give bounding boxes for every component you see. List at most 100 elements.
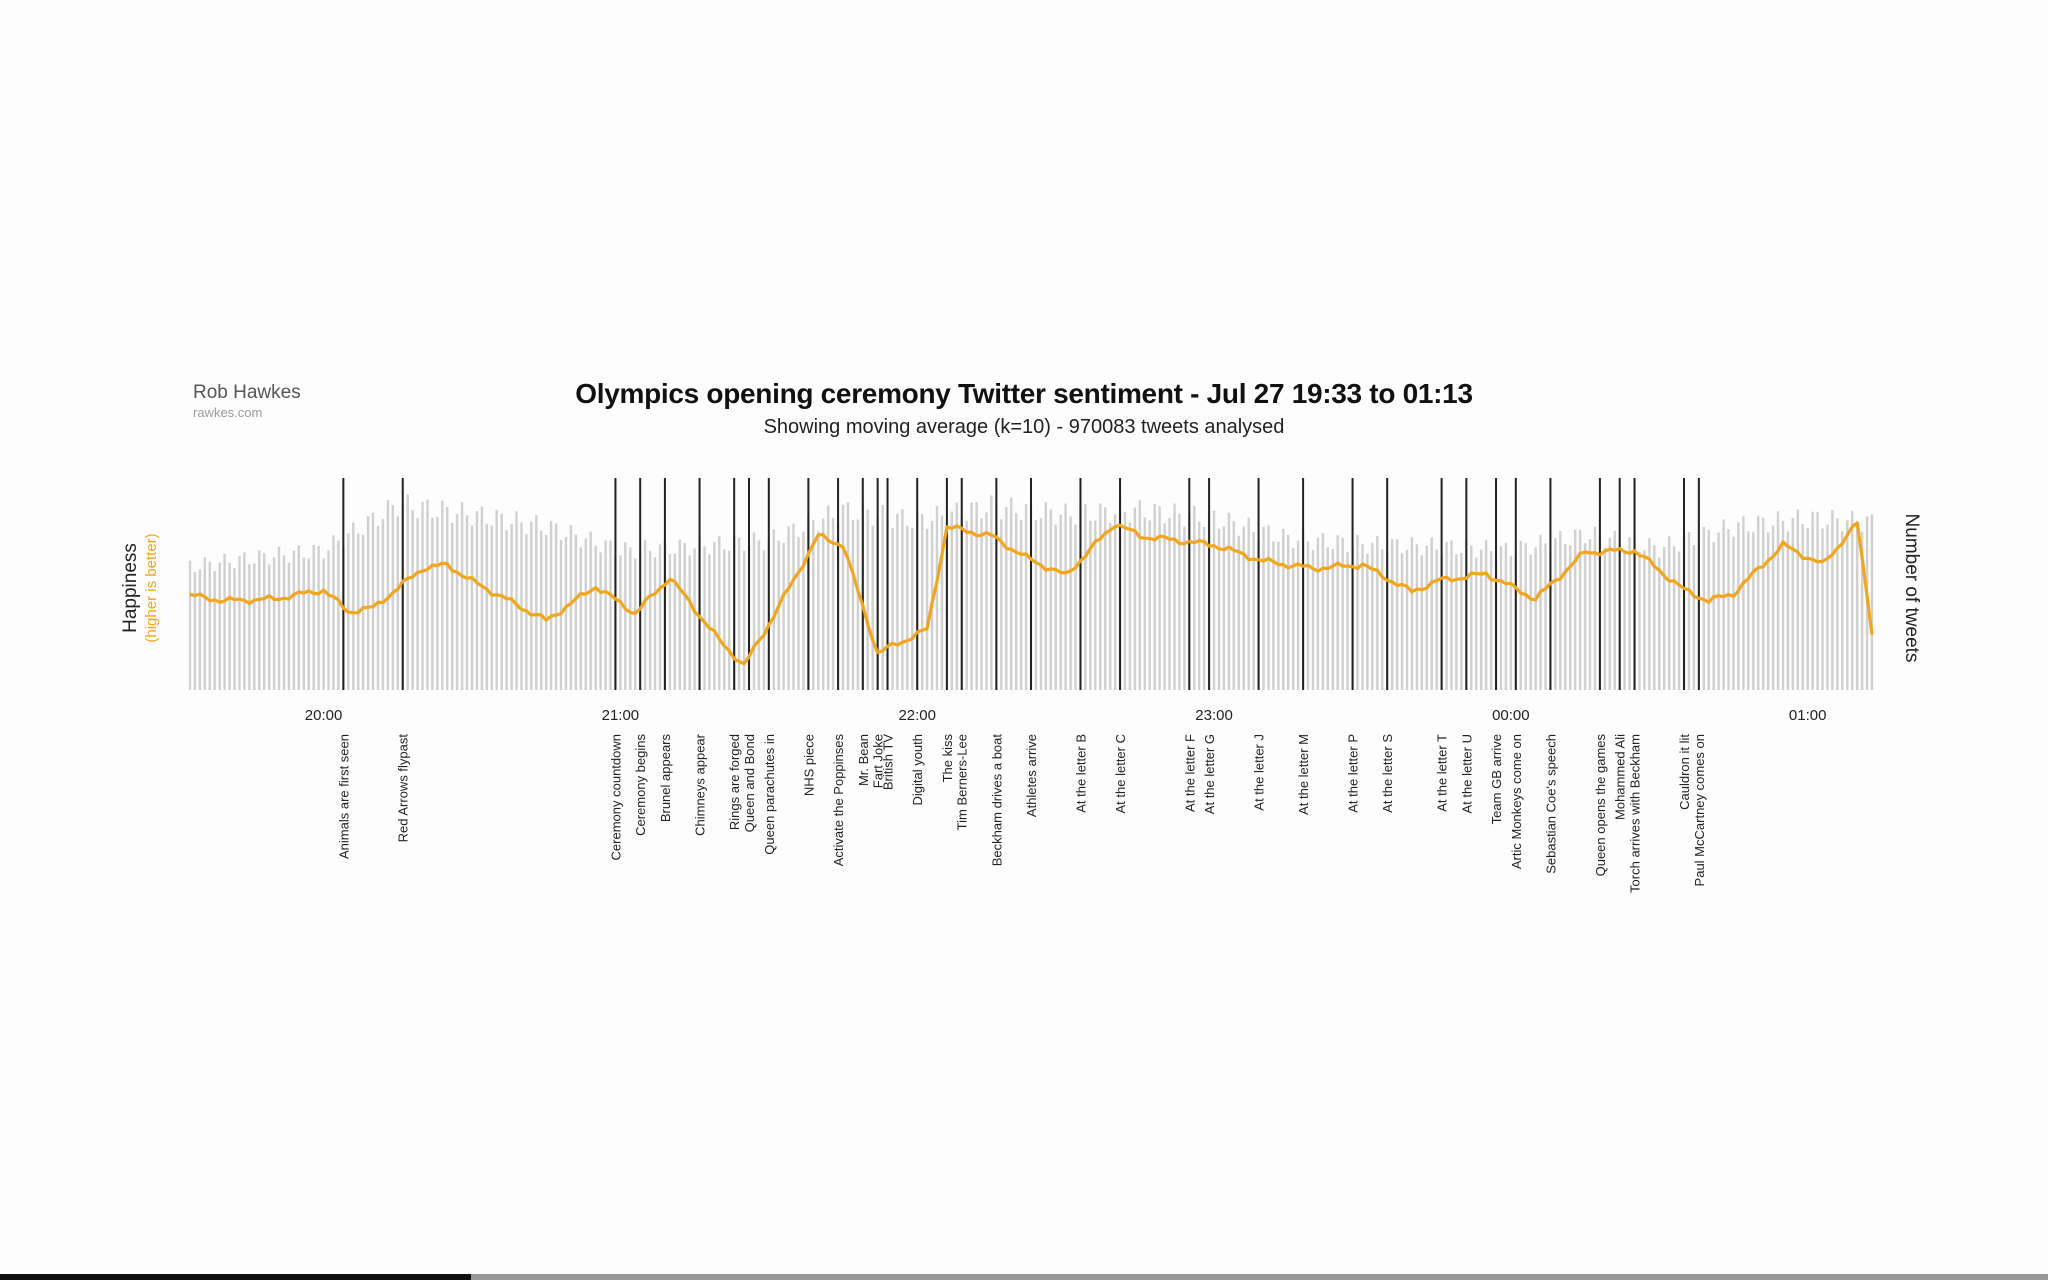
tweet-count-bar <box>1138 500 1141 690</box>
tweet-count-bar <box>1376 536 1379 690</box>
tweet-count-bar <box>490 525 493 690</box>
tweet-count-bar <box>1000 519 1003 690</box>
tweet-count-bar <box>1173 503 1176 690</box>
tweet-count-bar <box>1519 541 1522 690</box>
tweet-count-bar <box>1202 527 1206 690</box>
event-label: Mohammed Ali <box>1613 734 1628 820</box>
tweet-count-bar <box>940 515 944 690</box>
tweet-count-bar <box>460 502 464 690</box>
tweet-count-bar <box>742 550 746 690</box>
tweet-count-bar <box>1504 542 1508 690</box>
tweet-count-bar <box>1178 513 1181 690</box>
tweet-count-bar <box>1826 524 1829 690</box>
event-label: Activate the Poppinses <box>831 734 846 867</box>
tweet-count-bar <box>1311 549 1315 690</box>
tweet-count-bar <box>238 556 241 690</box>
event-label: At the letter S <box>1380 734 1395 813</box>
tweet-count-bar <box>1811 511 1814 690</box>
tweet-count-bar <box>1024 503 1028 690</box>
tweet-count-bar <box>213 571 216 690</box>
tweet-count-bar <box>1019 520 1023 690</box>
tweet-count-bar <box>1113 514 1117 690</box>
tweet-count-bar <box>520 522 523 690</box>
event-label: Fart Joke <box>871 734 886 788</box>
event-label: British TV <box>881 734 896 790</box>
tweet-count-bar <box>282 555 286 690</box>
x-axis-ticks: 20:00 21:00 22:00 23:00 00:00 01:00 <box>305 707 1827 724</box>
tweet-count-bar <box>1217 528 1221 690</box>
event-label: Queen parachutes in <box>762 734 777 855</box>
tweet-count-bar <box>549 521 553 690</box>
tweet-count-bar <box>1143 517 1146 690</box>
tweet-count-bar <box>411 510 414 690</box>
tweet-count-bar <box>975 502 978 690</box>
event-label: At the letter G <box>1202 734 1217 814</box>
tweet-count-bar <box>1163 523 1166 690</box>
tweet-count-bar <box>1148 520 1151 690</box>
video-progress-bar[interactable] <box>0 1274 2048 1280</box>
tweet-count-bar <box>1390 539 1394 690</box>
tweet-count-bar <box>1242 526 1245 690</box>
chart-title: Olympics opening ceremony Twitter sentim… <box>575 378 1473 409</box>
tweet-count-bar <box>777 540 780 690</box>
tweet-count-bar <box>1099 503 1102 690</box>
tweet-count-bar <box>1183 526 1186 690</box>
tweet-count-bar <box>589 531 592 690</box>
tweet-count-bar <box>891 528 894 690</box>
tweet-count-bar <box>1509 556 1513 690</box>
tweet-count-bar <box>634 558 637 690</box>
tweet-count-bar <box>822 518 825 690</box>
tweet-count-bar <box>1583 543 1587 690</box>
tweet-count-bar <box>317 546 320 690</box>
tweet-count-bar <box>1005 507 1008 690</box>
tweet-count-bar <box>1687 532 1691 690</box>
tweet-count-bar <box>1198 521 1201 690</box>
tweet-count-bar <box>361 534 365 690</box>
tweet-count-bar <box>1405 549 1409 690</box>
tweet-count-bar <box>535 515 538 690</box>
tweet-count-bar <box>1648 538 1651 690</box>
tweet-count-bar <box>693 548 696 690</box>
tweet-count-bar <box>1049 509 1052 690</box>
tweet-count-bar <box>1771 525 1775 690</box>
author-credit: Rob Hawkes rawkes.com <box>193 382 301 420</box>
tweet-count-bar <box>569 525 573 690</box>
tweet-count-bar <box>1455 554 1458 690</box>
tweet-count-bar <box>1722 519 1725 690</box>
tweet-count-bar <box>1054 524 1057 690</box>
y-axis-label-right: Number of tweets <box>1901 514 1922 663</box>
tweet-count-bar <box>485 523 488 690</box>
tweet-count-bar <box>1267 525 1270 690</box>
tweet-count-bar <box>1529 554 1532 690</box>
tweet-count-bar <box>1296 540 1300 690</box>
tweet-count-bar <box>1757 515 1760 690</box>
tweet-count-bar <box>1742 516 1745 690</box>
tweet-count-bar <box>1717 532 1720 690</box>
tweet-count-bar <box>817 531 820 690</box>
video-progress-fill <box>0 1274 472 1280</box>
event-label: Team GB arrive <box>1489 734 1504 824</box>
tweet-count-bar <box>1341 538 1344 690</box>
event-label: At the letter U <box>1459 734 1474 813</box>
tweet-count-bar <box>1831 509 1834 690</box>
tweet-count-bar <box>302 557 305 690</box>
tweet-count-bar <box>1480 549 1483 690</box>
tweet-count-bar <box>1663 547 1666 690</box>
tweet-count-bar <box>866 509 869 690</box>
tweet-count-bar <box>1539 534 1542 690</box>
tweet-count-bar <box>1712 542 1715 690</box>
tweet-count-bar <box>1272 541 1275 690</box>
tweet-count-bar <box>1232 521 1235 690</box>
tweet-count-bar <box>1435 549 1438 690</box>
tweet-count-bar <box>421 501 424 690</box>
tweet-count-bar <box>609 540 612 690</box>
tweet-count-bar <box>292 550 296 690</box>
tweet-count-bar <box>1752 532 1755 690</box>
tweet-count-bar <box>243 552 246 690</box>
tweet-count-bar <box>426 499 429 690</box>
tweet-count-bar <box>1104 507 1107 690</box>
tweet-count-bar <box>416 518 419 690</box>
tweet-count-bar <box>1410 537 1414 690</box>
event-label: At the letter B <box>1074 734 1089 813</box>
tweet-count-bar <box>297 545 300 690</box>
